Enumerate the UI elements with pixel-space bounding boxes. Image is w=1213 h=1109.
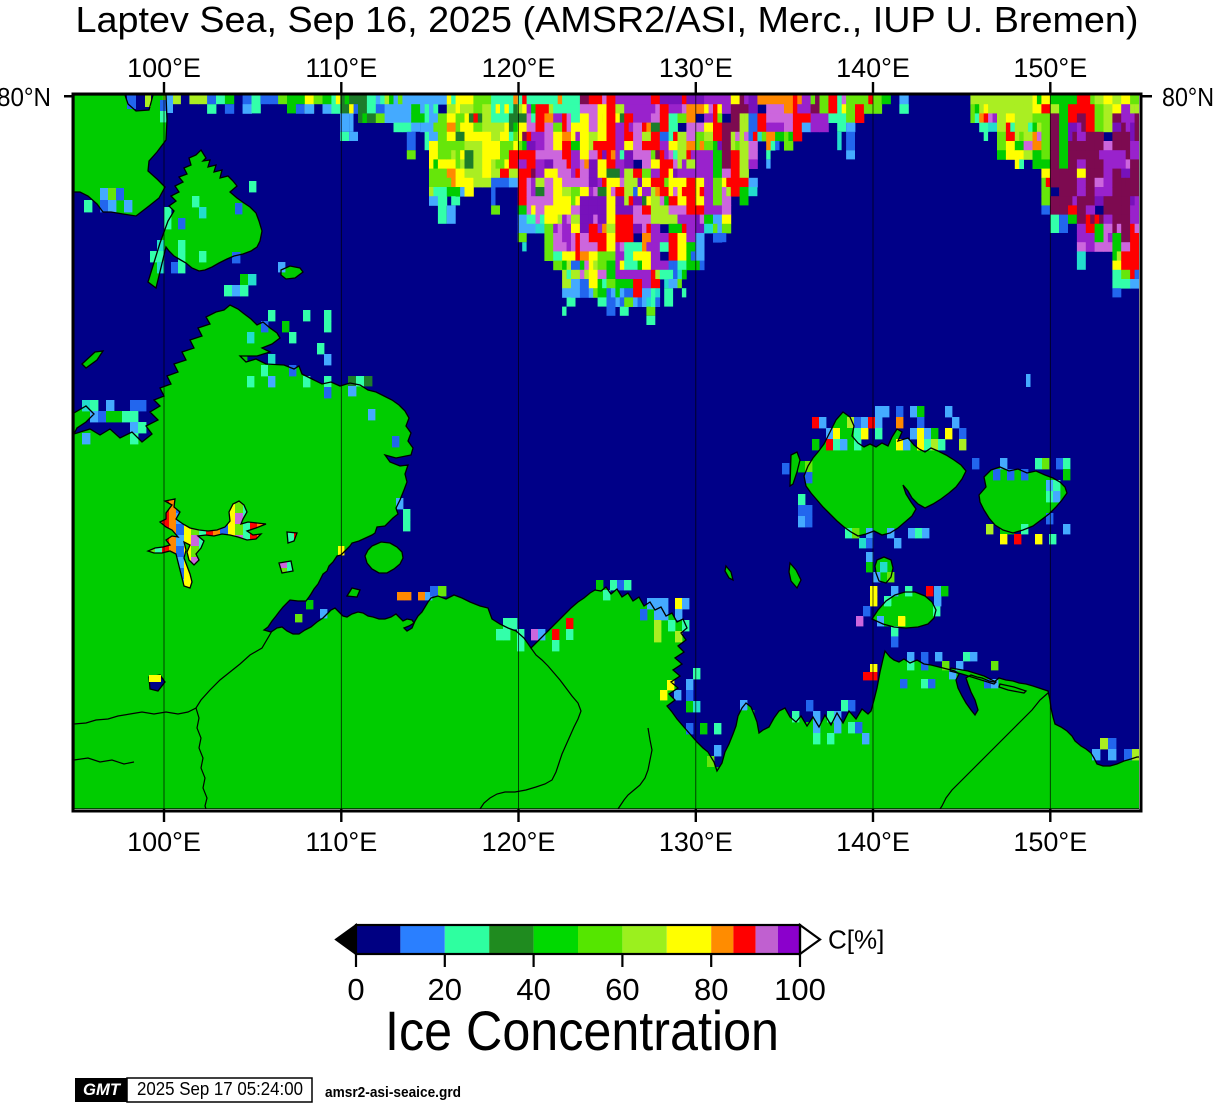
- svg-text:GMT: GMT: [83, 1080, 122, 1099]
- svg-text:Laptev Sea, Sep 16, 2025 (AMSR: Laptev Sea, Sep 16, 2025 (AMSR2/ASI, Mer…: [76, 0, 1139, 40]
- svg-text:amsr2-asi-seaice.grd: amsr2-asi-seaice.grd: [325, 1084, 461, 1101]
- svg-text:130°E: 130°E: [659, 53, 733, 83]
- svg-text:C[%]: C[%]: [828, 925, 884, 955]
- svg-text:40: 40: [516, 972, 550, 1007]
- svg-text:80°N: 80°N: [1162, 82, 1213, 112]
- svg-text:110°E: 110°E: [305, 53, 377, 83]
- svg-text:120°E: 120°E: [482, 53, 556, 83]
- svg-text:20: 20: [428, 972, 462, 1007]
- svg-text:80°N: 80°N: [0, 82, 51, 112]
- svg-text:120°E: 120°E: [482, 827, 556, 857]
- svg-text:2025 Sep 17 05:24:00: 2025 Sep 17 05:24:00: [137, 1079, 303, 1099]
- svg-text:0: 0: [347, 972, 364, 1007]
- svg-text:Ice Concentration: Ice Concentration: [385, 999, 779, 1062]
- svg-text:60: 60: [605, 972, 639, 1007]
- svg-text:140°E: 140°E: [836, 53, 910, 83]
- svg-text:100°E: 100°E: [127, 53, 201, 83]
- svg-text:150°E: 150°E: [1013, 53, 1087, 83]
- svg-text:80: 80: [694, 972, 728, 1007]
- svg-text:100°E: 100°E: [127, 827, 201, 857]
- svg-text:110°E: 110°E: [305, 827, 377, 857]
- svg-text:150°E: 150°E: [1013, 827, 1087, 857]
- svg-text:130°E: 130°E: [659, 827, 733, 857]
- svg-text:100: 100: [774, 972, 826, 1007]
- svg-text:140°E: 140°E: [836, 827, 910, 857]
